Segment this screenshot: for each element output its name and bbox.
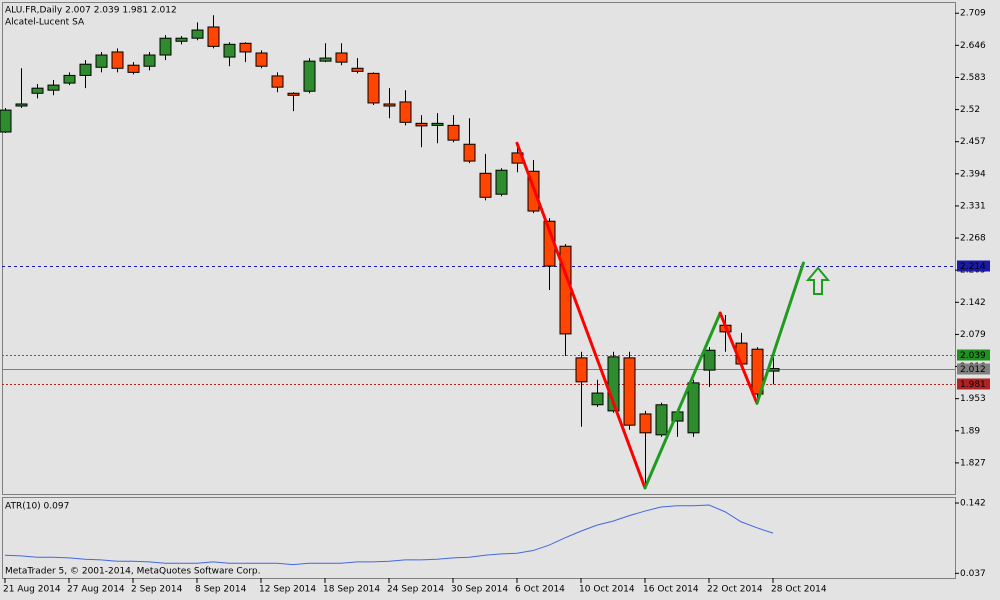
- x-tick-label: 18 Sep 2014: [323, 585, 380, 595]
- candle-body: [623, 357, 636, 426]
- y-tick-label: 2.142: [960, 298, 986, 308]
- candle-body: [207, 26, 220, 47]
- x-tick-label: 16 Oct 2014: [643, 585, 699, 595]
- candle-body: [255, 52, 268, 67]
- candle-body: [319, 57, 332, 62]
- level-label: 2.012: [960, 365, 986, 375]
- candle-body: [447, 124, 460, 141]
- y-tick-label: 2.646: [960, 41, 986, 51]
- x-tick-label: 30 Sep 2014: [451, 585, 508, 595]
- x-tick-label: 27 Aug 2014: [67, 585, 125, 595]
- level-box: [957, 378, 990, 390]
- main-panel: [2, 2, 956, 495]
- candle-body: [303, 60, 316, 92]
- candle-body: [159, 37, 172, 56]
- candle-body: [63, 74, 76, 84]
- trend-line: [515, 141, 647, 490]
- x-tick-label: 6 Oct 2014: [515, 585, 565, 595]
- plot-layer: 2.709 2.646 2.583 2.52 2.457 2.394 2.331 2.268 2…: [0, 9, 990, 595]
- candle-body: [655, 404, 668, 436]
- candle-body: [15, 103, 28, 107]
- trend-line: [718, 311, 759, 405]
- trend-line: [643, 311, 722, 490]
- atr-line: [4, 504, 774, 566]
- candle-body: [591, 392, 604, 406]
- x-tick-label: 28 Oct 2014: [771, 585, 827, 595]
- candle-body: [639, 413, 652, 434]
- level-box: [957, 349, 990, 361]
- chart-title: ALU.FR,Daily 2.007 2.039 1.981 2.012: [5, 6, 177, 16]
- x-tick-label: 12 Sep 2014: [259, 585, 316, 595]
- candle-body: [0, 109, 12, 133]
- level-label: 1.981: [960, 380, 986, 390]
- candle-body: [47, 84, 60, 91]
- x-tick-label: 24 Sep 2014: [387, 585, 444, 595]
- candle-body: [95, 54, 108, 68]
- candle-body: [271, 75, 284, 88]
- candle-body: [223, 43, 236, 58]
- y-tick-label: 2.079: [960, 330, 986, 340]
- candle-body: [399, 101, 412, 123]
- candle-body: [127, 64, 140, 73]
- candle-body: [239, 42, 252, 53]
- y-tick-label: 2.709: [960, 9, 986, 19]
- level-box: [957, 260, 990, 272]
- candle-body: [175, 37, 188, 42]
- candle-body: [191, 29, 204, 39]
- candle-body: [479, 172, 492, 198]
- trend-line: [755, 261, 805, 405]
- y-tick-label: 2.583: [960, 73, 986, 83]
- y-tick-label: 2.394: [960, 169, 986, 179]
- x-tick-label: 22 Oct 2014: [707, 585, 763, 595]
- y-tick-label: 0.142: [960, 499, 986, 509]
- y-tick-label: 1.89: [960, 426, 980, 436]
- candle-body: [415, 122, 428, 127]
- x-tick-label: 21 Aug 2014: [3, 585, 61, 595]
- candle-body: [143, 54, 156, 67]
- candle-body: [31, 87, 44, 94]
- candle-body: [79, 63, 92, 76]
- atr-panel: [2, 497, 956, 579]
- atr-label: ATR(10) 0.097: [5, 502, 69, 512]
- x-tick-label: 8 Sep 2014: [195, 585, 247, 595]
- x-tick-label: 10 Oct 2014: [579, 585, 635, 595]
- candle-body: [287, 92, 300, 96]
- level-label: 2.214: [960, 262, 986, 272]
- candle-body: [687, 382, 700, 434]
- candle-body: [431, 122, 444, 126]
- y-tick-label: 0.037: [960, 569, 986, 579]
- candle-body: [703, 349, 716, 371]
- y-tick-label: 2.52: [960, 105, 980, 115]
- chart-subtitle: Alcatel-Lucent SA: [5, 18, 85, 28]
- x-tick-label: 2 Sep 2014: [131, 585, 183, 595]
- y-tick-label: 2.457: [960, 137, 986, 147]
- candle-body: [111, 51, 124, 69]
- candle-body: [367, 72, 380, 104]
- copyright: MetaTrader 5, © 2001-2014, MetaQuotes So…: [5, 567, 261, 577]
- candle-body: [751, 348, 764, 395]
- candle-body: [463, 143, 476, 162]
- candle-body: [495, 169, 508, 195]
- candle-body: [383, 103, 396, 107]
- level-label: 2.039: [960, 351, 986, 361]
- candle-body: [575, 357, 588, 383]
- level-box: [957, 363, 990, 375]
- candle-body: [607, 356, 620, 412]
- candle-body: [335, 52, 348, 63]
- y-tick-label: 1.827: [960, 458, 986, 468]
- y-tick-label: 2.268: [960, 234, 986, 244]
- up-arrow: [805, 266, 831, 295]
- y-tick-label: 1.953: [960, 394, 986, 404]
- y-tick-label: 2.331: [960, 201, 986, 211]
- candle-body: [351, 67, 364, 72]
